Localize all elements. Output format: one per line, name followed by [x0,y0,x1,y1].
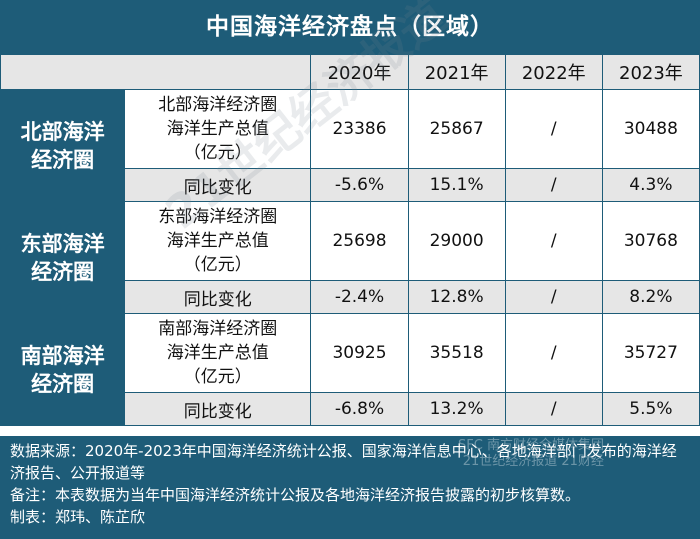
region-name-line: 南部海洋 [20,343,105,368]
metric-label-cell: 北部海洋经济圈 海洋生产总值 （亿元） [124,89,312,169]
growth-cell: 5.5% [601,392,700,426]
growth-cell: -5.6% [310,168,409,202]
author-note: 制表：郑玮、陈芷欣 [10,508,146,526]
table-row: 北部海洋 经济圈 北部海洋经济圈 海洋生产总值 （亿元） 23386 25867… [0,89,700,202]
growth-cell: 4.3% [601,168,700,202]
year-header: 2020年 [310,54,409,90]
table-row: 南部海洋 经济圈 南部海洋经济圈 海洋生产总值 （亿元） 30925 35518… [0,313,700,426]
value-cell: 30925 [310,313,409,393]
growth-cell: 12.8% [407,280,506,314]
table-title: 中国海洋经济盘点（区域） [0,0,700,54]
metric-label-line: 海洋生产总值 [166,231,269,251]
region-name-line: 东部海洋 [20,231,105,256]
growth-label-cell: 同比变化 [124,280,312,314]
value-cell: / [504,89,603,169]
region-name-line: 经济圈 [31,147,95,172]
metric-label-line: （亿元） [183,367,252,387]
value-cell: 25867 [407,89,506,169]
value-cell: / [504,201,603,281]
table-footer: 数据来源：2020年-2023年中国海洋经济统计公报、国家海洋信息中心、各地海洋… [0,436,700,539]
year-header: 2021年 [407,54,506,90]
growth-cell: / [504,168,603,202]
growth-cell: / [504,392,603,426]
region-name-cell: 南部海洋 经济圈 [0,313,126,426]
metric-label-cell: 南部海洋经济圈 海洋生产总值 （亿元） [124,313,312,393]
growth-cell: -6.8% [310,392,409,426]
metric-label-cell: 东部海洋经济圈 海洋生产总值 （亿元） [124,201,312,281]
value-cell: 30768 [601,201,700,281]
value-cell: 35727 [601,313,700,393]
growth-cell: 13.2% [407,392,506,426]
growth-cell: 8.2% [601,280,700,314]
metric-label-line: 海洋生产总值 [166,343,269,363]
growth-cell: 15.1% [407,168,506,202]
header-blank-cell [0,54,312,90]
table-row: 同比变化 -5.6% 15.1% / 4.3% [0,168,700,202]
region-name-line: 经济圈 [31,371,95,396]
growth-cell: -2.4% [310,280,409,314]
growth-cell: / [504,280,603,314]
source-note: 数据来源：2020年-2023年中国海洋经济统计公报、国家海洋信息中心、各地海洋… [10,442,677,482]
metric-label-line: 海洋生产总值 [166,119,269,139]
metric-label-line: （亿元） [183,143,252,163]
value-cell: / [504,313,603,393]
value-cell: 25698 [310,201,409,281]
ocean-economy-table: 2020年 2021年 2022年 2023年 北部海洋 经济圈 北部海洋经济圈… [0,54,700,426]
year-header: 2022年 [504,54,603,90]
remark-note: 备注：本表数据为当年中国海洋经济统计公报及各地海洋经济报告披露的初步核算数。 [10,486,581,504]
value-cell: 29000 [407,201,506,281]
value-cell: 35518 [407,313,506,393]
region-name-line: 经济圈 [31,259,95,284]
region-name-cell: 北部海洋 经济圈 [0,89,126,202]
value-cell: 30488 [601,89,700,169]
metric-label-line: 南部海洋经济圈 [158,319,278,339]
header-row: 2020年 2021年 2022年 2023年 [0,54,700,90]
growth-label-cell: 同比变化 [124,168,312,202]
year-header: 2023年 [601,54,700,90]
metric-label-line: （亿元） [183,255,252,275]
region-name-line: 北部海洋 [20,119,105,144]
value-cell: 23386 [310,89,409,169]
metric-label-line: 北部海洋经济圈 [158,95,278,115]
table-row: 东部海洋 经济圈 东部海洋经济圈 海洋生产总值 （亿元） 25698 29000… [0,201,700,314]
metric-label-line: 东部海洋经济圈 [158,207,278,227]
growth-label-cell: 同比变化 [124,392,312,426]
region-name-cell: 东部海洋 经济圈 [0,201,126,314]
